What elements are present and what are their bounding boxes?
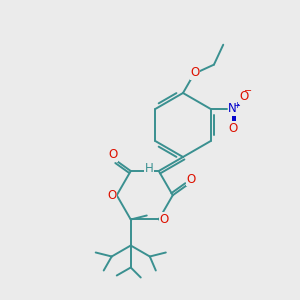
Text: O: O: [190, 66, 200, 80]
Text: O: O: [228, 122, 237, 134]
Text: O: O: [239, 91, 248, 103]
Text: H: H: [144, 163, 153, 176]
Text: O: O: [107, 189, 116, 202]
Text: +: +: [233, 100, 240, 109]
Text: −: −: [244, 86, 252, 96]
Text: O: O: [159, 213, 168, 226]
Text: O: O: [186, 173, 195, 186]
Text: O: O: [108, 148, 117, 161]
Text: N: N: [228, 103, 237, 116]
